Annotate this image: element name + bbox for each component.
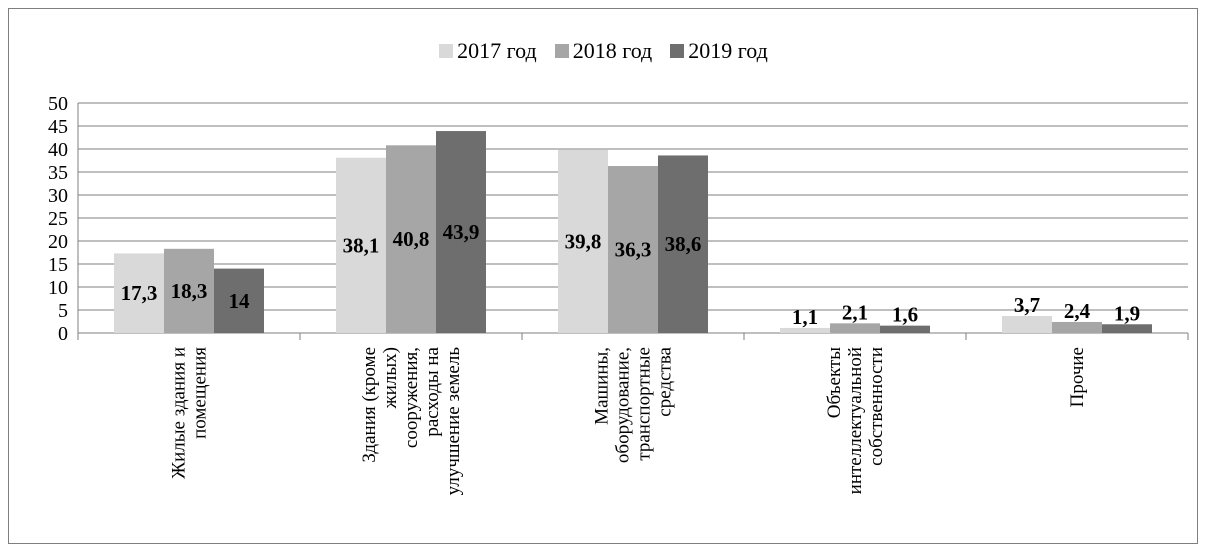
data-label: 14 (229, 289, 251, 313)
x-category-label: расходы на (422, 346, 443, 436)
bar (880, 325, 930, 333)
bar (336, 157, 386, 333)
data-label: 17,3 (121, 281, 158, 305)
data-label: 2,4 (1064, 299, 1091, 323)
x-category-label: оборудование, (613, 347, 634, 463)
x-category-label: средства (655, 346, 676, 416)
legend-item-2019: 2019 год (670, 38, 768, 64)
y-tick-label: 45 (48, 116, 68, 138)
bar (558, 149, 608, 333)
legend-label-2019: 2019 год (688, 38, 768, 63)
bar (658, 155, 708, 333)
legend: 2017 год 2018 год 2019 год (0, 38, 1207, 64)
x-category-label: Машины, (592, 347, 613, 425)
data-label: 18,3 (171, 279, 208, 303)
x-category-label: помещения (190, 347, 211, 439)
x-category-label: транспортные (634, 347, 655, 461)
x-category-label: Жилые здания и (169, 347, 190, 479)
bar (214, 268, 264, 333)
legend-label-2017: 2017 год (457, 38, 537, 63)
y-tick-label: 5 (58, 300, 68, 322)
data-label: 38,1 (343, 233, 380, 257)
y-tick-label: 20 (48, 231, 68, 253)
bar (164, 248, 214, 333)
y-tick-label: 30 (48, 185, 68, 207)
legend-label-2018: 2018 год (572, 38, 653, 63)
bar (608, 166, 658, 333)
data-label: 40,8 (393, 227, 430, 251)
data-label: 1,9 (1114, 301, 1140, 325)
legend-swatch-2018 (554, 44, 569, 58)
bar (1002, 315, 1052, 333)
data-label: 3,7 (1014, 293, 1040, 317)
data-label: 2,1 (842, 300, 868, 324)
data-label: 39,8 (565, 229, 602, 253)
y-tick-label: 40 (48, 139, 68, 161)
data-label: 1,6 (892, 303, 918, 327)
x-category-label: Объекты (824, 347, 845, 418)
x-category-label: интеллектуальной (845, 347, 866, 494)
x-category-label: Прочие (1067, 347, 1088, 407)
y-tick-label: 10 (48, 277, 68, 299)
x-category-label: сооружения, (401, 347, 422, 448)
x-category-label: улучшение земель (443, 347, 464, 496)
legend-swatch-2017 (439, 44, 454, 58)
data-label: 43,9 (443, 220, 480, 244)
x-category-label: Здания (кроме (359, 347, 380, 463)
bar (1052, 321, 1102, 333)
y-tick-label: 50 (48, 93, 68, 115)
data-label: 38,6 (665, 232, 702, 256)
bar (386, 145, 436, 333)
data-label: 36,3 (615, 238, 652, 262)
x-category-label: собственности (866, 347, 887, 466)
x-category-label: жилых) (380, 347, 401, 409)
y-tick-label: 35 (48, 162, 68, 184)
bar (1102, 324, 1152, 333)
bar (114, 253, 164, 333)
data-label: 1,1 (792, 305, 818, 329)
legend-item-2017: 2017 год (439, 38, 537, 64)
legend-item-2018: 2018 год (554, 38, 653, 64)
y-tick-label: 15 (48, 254, 68, 276)
bar (436, 131, 486, 333)
y-tick-label: 0 (58, 323, 68, 345)
y-tick-label: 25 (48, 208, 68, 230)
legend-swatch-2019 (670, 44, 685, 58)
bar (830, 323, 880, 333)
bar (780, 327, 830, 333)
